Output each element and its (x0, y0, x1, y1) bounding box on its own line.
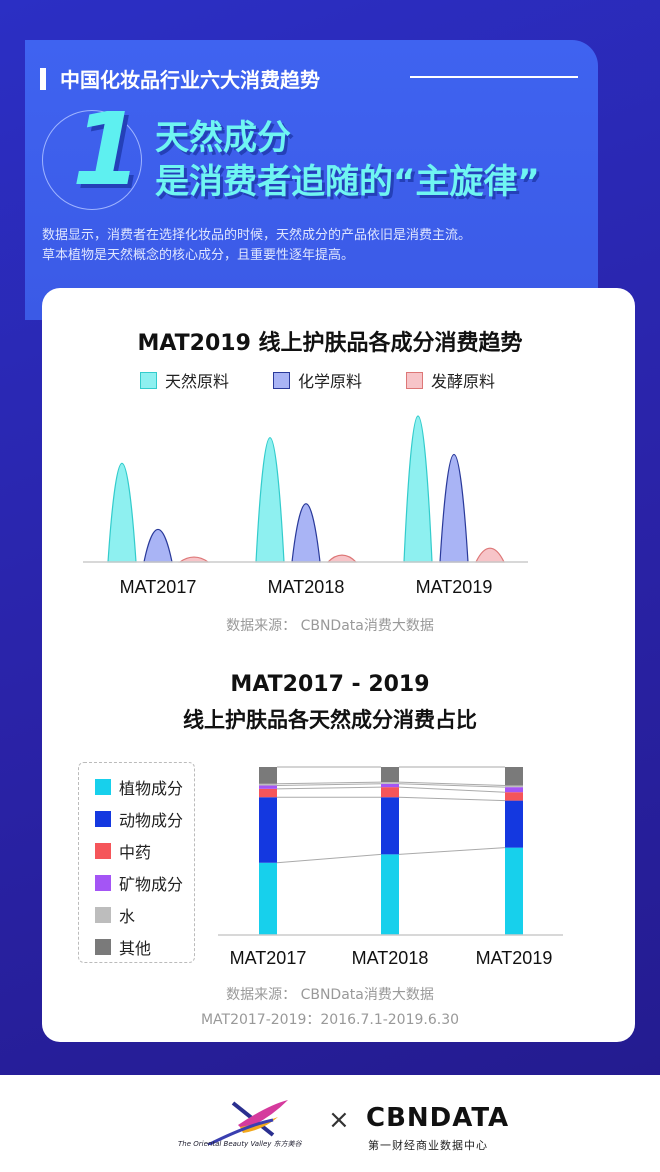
section-title: 中国化妆品行业六大消费趋势 (40, 64, 578, 93)
legend-item: 其他 (95, 931, 194, 963)
peak-1 (291, 503, 321, 563)
legend-swatch (95, 843, 111, 859)
bar-segment (381, 797, 399, 855)
legend-swatch (95, 907, 111, 923)
connector-line (398, 781, 506, 786)
connector-line (398, 847, 506, 855)
desc-line1: 数据显示，消费者在选择化妆品的时候，天然成分的产品依旧是消费主流。 (42, 228, 472, 243)
connector-line (276, 853, 382, 864)
partner-tagline: The Oriental Beauty Valley 东方美谷 (178, 1140, 302, 1148)
desc-line2: 草本植物是天然概念的核心成分，且重要性逐年提高。 (42, 248, 355, 263)
bar-segment (381, 854, 399, 935)
headline: 天然成分 是消费者追随的“主旋律” (155, 116, 540, 204)
legend-item: 化学原料 (273, 368, 362, 392)
bar-segment (505, 785, 523, 788)
bar-segment (259, 785, 277, 789)
bar-segment (505, 792, 523, 801)
bar-segment (505, 767, 523, 786)
connector-line (276, 783, 382, 786)
legend-label: 水 (119, 907, 136, 926)
peak-2 (475, 547, 505, 563)
headline-line2: 是消费者追随的“主旋律” (155, 162, 540, 202)
connector-line (276, 781, 382, 785)
peak-1 (143, 528, 173, 563)
bar-segment (381, 767, 399, 783)
bar-segment (505, 847, 523, 935)
legend-swatch (406, 371, 424, 389)
x-tick-label: MAT2018 (268, 577, 345, 597)
chart2-note: MAT2017-2019：2016.7.1-2019.6.30 (200, 1012, 460, 1028)
legend-swatch (273, 371, 291, 389)
x-tick-label: MAT2019 (476, 948, 553, 968)
connector-line (398, 786, 506, 793)
peak-1 (439, 453, 469, 563)
peak-2 (326, 554, 358, 563)
cbndata-logo: CBNDATA (366, 1103, 510, 1133)
legend-label: 其他 (119, 939, 152, 958)
x-tick-label: MAT2019 (416, 577, 493, 597)
peak-0 (107, 462, 137, 563)
legend-swatch (95, 779, 111, 795)
legend-swatch (95, 811, 111, 827)
chart1-source: 数据来源： CBNData消费大数据 (226, 618, 434, 634)
legend-label: 植物成分 (119, 779, 184, 798)
trend-number: 1 (72, 91, 142, 208)
connector-line (398, 796, 506, 802)
x-tick-label: MAT2017 (230, 948, 307, 968)
chart2-legend: 植物成分 动物成分 中药 矿物成分 水 其他 (78, 762, 195, 963)
peak-2 (178, 556, 210, 563)
x-tick-label: MAT2018 (352, 948, 429, 968)
peak-0 (255, 437, 285, 563)
bar-segment (259, 788, 277, 798)
chart2-title-line1: MAT2017 - 2019 (230, 672, 430, 697)
bar-segment (381, 782, 399, 784)
legend-label: 矿物成分 (119, 875, 184, 894)
legend-label: 化学原料 (298, 372, 363, 391)
chart-card (42, 288, 635, 1042)
bar-segment (381, 783, 399, 788)
legend-item: 中药 (95, 835, 194, 867)
legend-label: 中药 (119, 843, 152, 862)
legend-item: 矿物成分 (95, 867, 194, 899)
title-bar (40, 67, 46, 90)
connector-line (398, 783, 506, 788)
times-icon: × (328, 1105, 350, 1135)
legend-item: 水 (95, 899, 194, 931)
legend-item: 发酵原料 (406, 368, 495, 392)
section-title-text: 中国化妆品行业六大消费趋势 (60, 68, 320, 92)
bar-segment (259, 767, 277, 784)
cbndata-subtitle: 第一财经商业数据中心 (368, 1139, 488, 1152)
title-rule (410, 76, 578, 78)
legend-item: 天然原料 (140, 368, 229, 392)
bar-segment (505, 800, 523, 848)
legend-item: 动物成分 (95, 803, 194, 835)
legend-swatch (140, 371, 157, 389)
chart2-title-line2: 线上护肤品各天然成分消费占比 (183, 708, 477, 732)
chart1-title: MAT2019 线上护肤品各成分消费趋势 (137, 331, 523, 356)
bar-segment (381, 787, 399, 798)
legend-swatch (95, 875, 111, 891)
chart1-legend: 天然原料 化学原料 发酵原料 (140, 368, 495, 392)
legend-label: 天然原料 (165, 372, 230, 391)
headline-line1: 天然成分 (155, 118, 291, 158)
logo-mark-icon (207, 1100, 288, 1145)
oriental-beauty-valley-logo: The Oriental Beauty Valley 东方美谷 (178, 1095, 308, 1155)
x-tick-label: MAT2017 (120, 577, 197, 597)
peak-0 (403, 415, 433, 563)
legend-item: 植物成分 (95, 771, 194, 803)
bar-segment (259, 862, 277, 935)
footer (0, 1075, 660, 1172)
connector-line (276, 786, 382, 790)
number-circle (42, 110, 142, 210)
bar-segment (259, 783, 277, 786)
chart2-source: 数据来源： CBNData消费大数据 (226, 987, 434, 1003)
legend-swatch (95, 939, 111, 955)
legend-label: 发酵原料 (431, 372, 496, 391)
bar-segment (259, 797, 277, 863)
bar-segment (505, 787, 523, 793)
description: 数据显示，消费者在选择化妆品的时候，天然成分的产品依旧是消费主流。 草本植物是天然… (42, 226, 471, 266)
legend-label: 动物成分 (119, 811, 184, 830)
